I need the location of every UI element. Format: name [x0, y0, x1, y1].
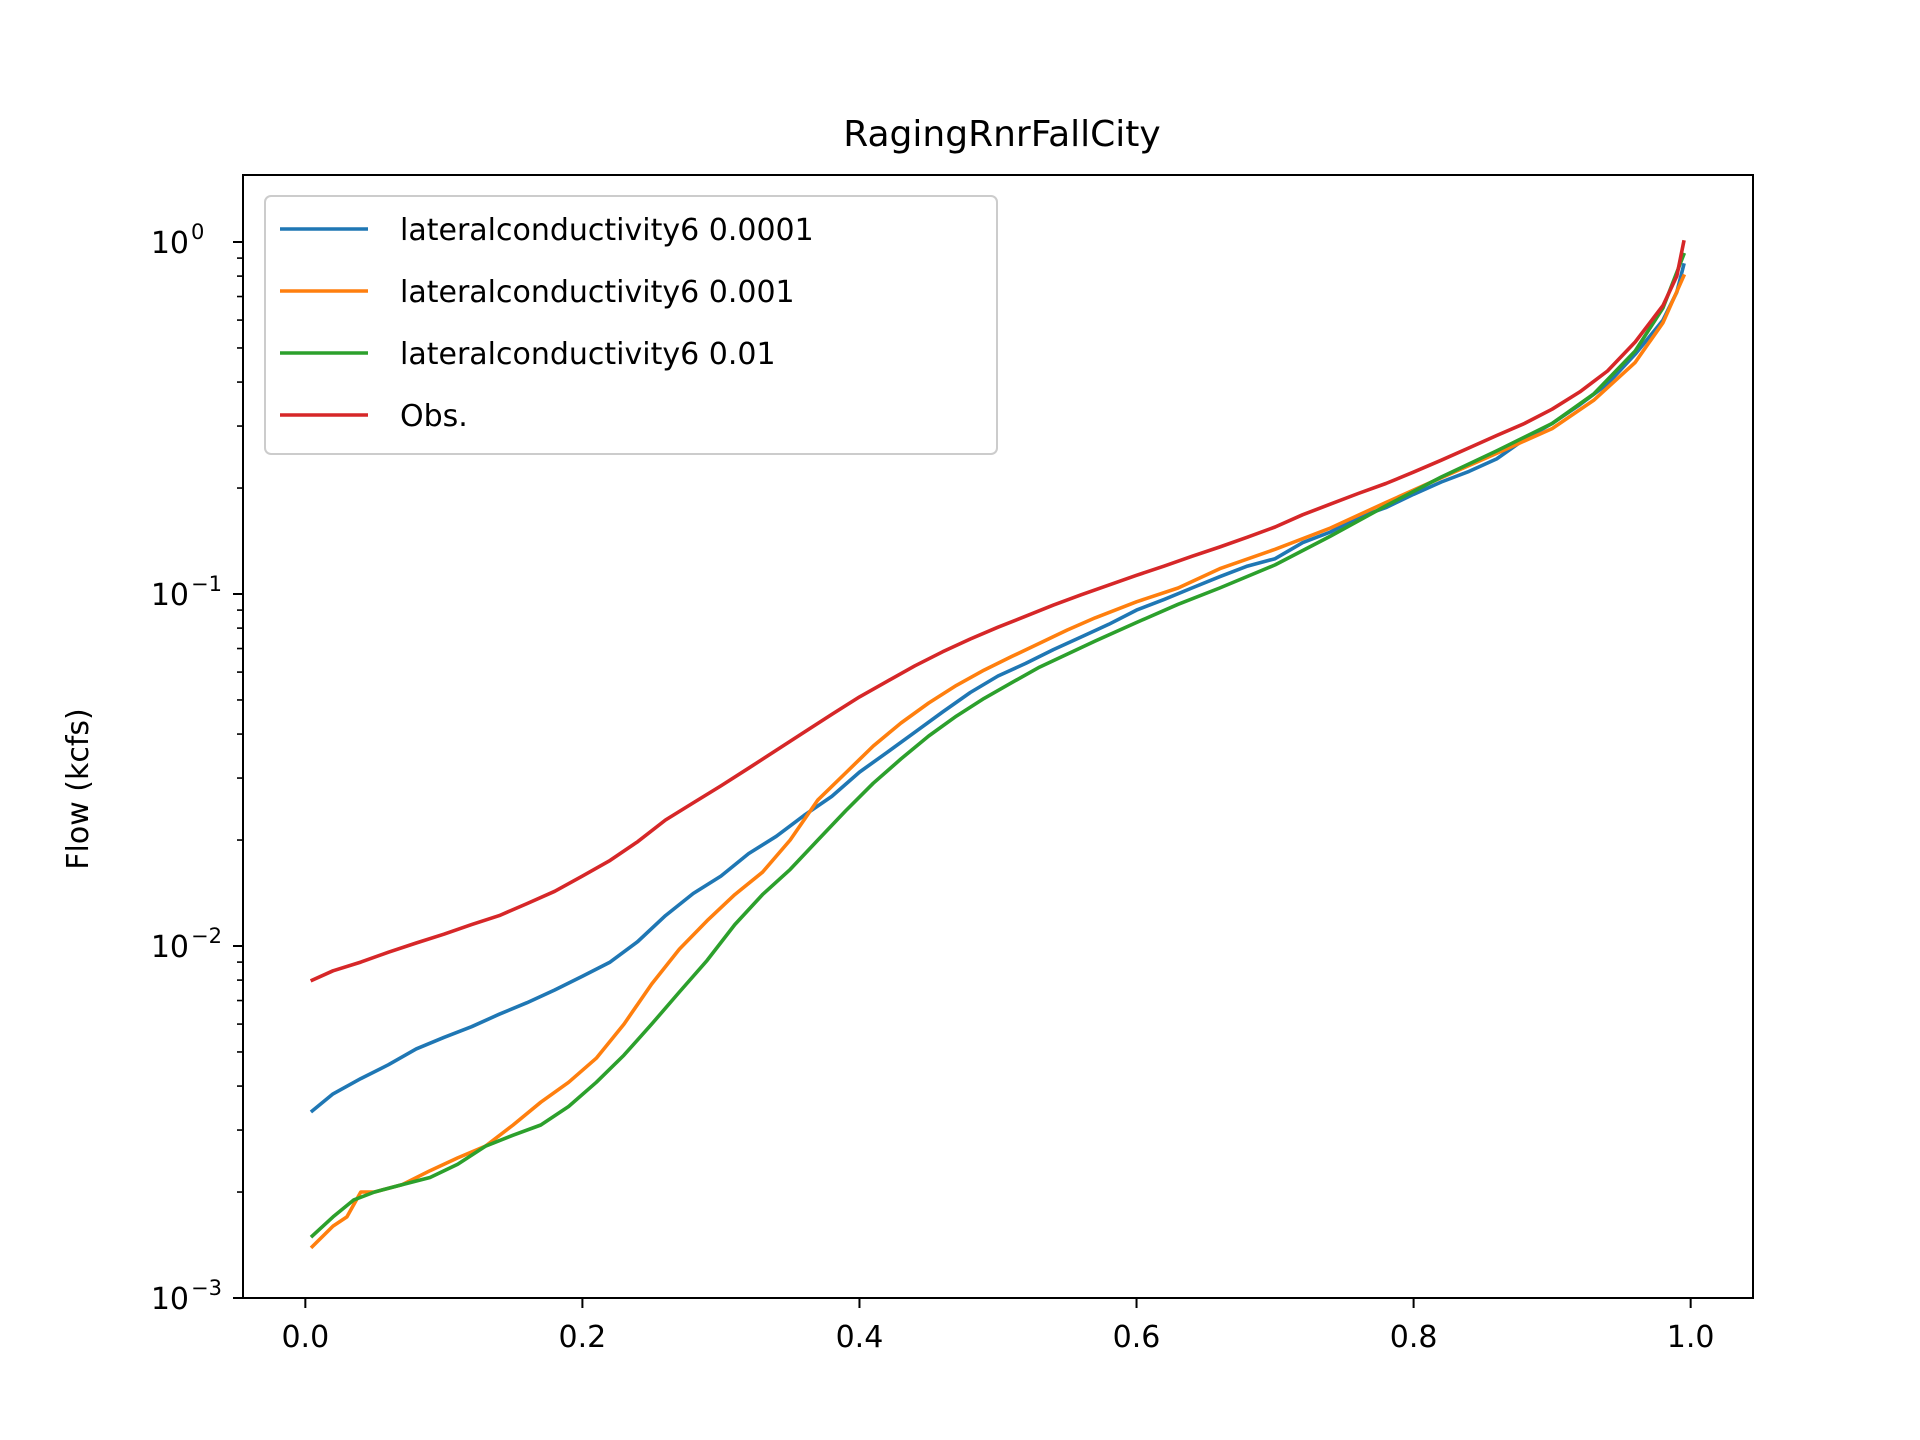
chart-title: RagingRnrFallCity [843, 114, 1160, 155]
y-tick-label-0: 10−3 [151, 1276, 222, 1317]
legend-box [264, 195, 998, 455]
legend-label-3: Obs. [400, 399, 468, 434]
x-tick-label-3: 0.6 [1113, 1320, 1161, 1355]
legend-label-2: lateralconductivity6 0.01 [400, 337, 776, 372]
plot-frame [242, 174, 1754, 1299]
y-tick-exponent-3: 0 [191, 220, 204, 244]
y-tick-label-2: 10−1 [151, 572, 222, 613]
series-line-2 [309, 252, 1687, 1239]
series-line-3 [309, 239, 1686, 983]
series-line-1 [309, 273, 1687, 1250]
y-axis-label: Flow (kcfs) [61, 708, 96, 869]
x-tick-label-4: 0.8 [1390, 1320, 1438, 1355]
plot-series [309, 239, 1687, 1250]
legend: lateralconductivity6 0.0001 lateralconduc… [264, 195, 998, 455]
legend-label-1: lateralconductivity6 0.001 [400, 275, 795, 310]
y-tick-exponent-2: −1 [191, 572, 222, 596]
y-tick-exponent-1: −2 [191, 924, 222, 948]
legend-label-0: lateralconductivity6 0.0001 [400, 213, 814, 248]
y-tick-exponent-0: −3 [191, 1276, 222, 1300]
x-tick-label-2: 0.4 [836, 1320, 884, 1355]
series-line-0 [309, 262, 1686, 1114]
x-tick-label-1: 0.2 [559, 1320, 607, 1355]
legend-items: lateralconductivity6 0.0001 lateralconduc… [280, 213, 814, 434]
x-tick-label-5: 1.0 [1667, 1320, 1715, 1355]
x-axis: 0.0 0.2 0.4 0.6 0.8 1.0 [281, 1298, 1715, 1355]
x-tick-label-0: 0.0 [281, 1320, 329, 1355]
